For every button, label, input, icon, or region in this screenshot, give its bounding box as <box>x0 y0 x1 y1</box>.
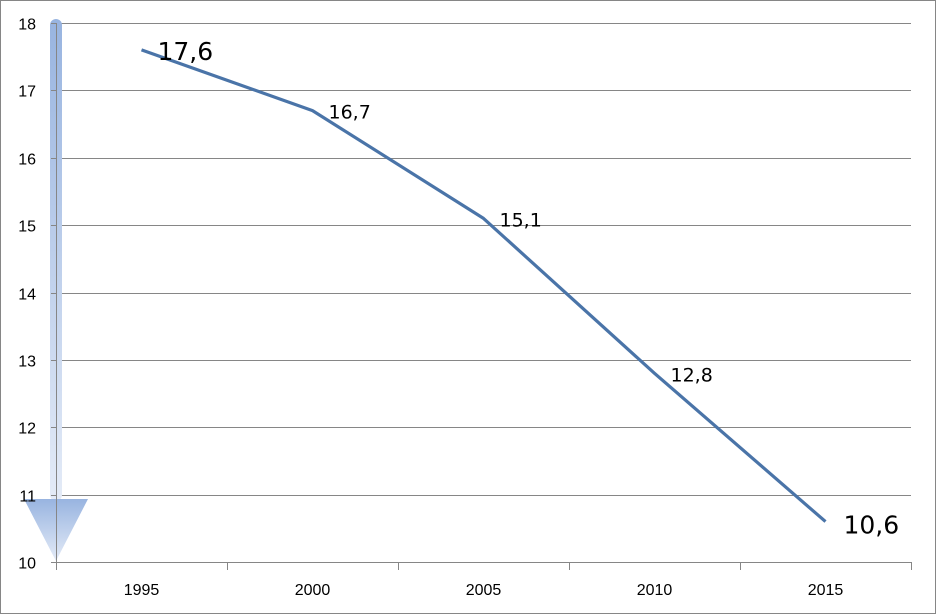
y-tick-label: 11 <box>19 489 36 506</box>
x-tick-label: 2005 <box>466 582 502 599</box>
axes: 10 11 12 13 14 15 16 17 18 1995 2000 2005 2010 2015 <box>18 17 912 599</box>
y-tick-label: 17 <box>18 84 36 101</box>
series-line <box>140 48 827 523</box>
data-label: 12,8 <box>671 364 713 386</box>
x-tick-label: 2000 <box>295 582 331 599</box>
y-tick-label: 13 <box>18 354 36 371</box>
gridlines <box>56 23 911 563</box>
y-tick-label: 16 <box>18 152 36 169</box>
y-tick-label: 18 <box>18 17 36 34</box>
data-labels: 17,6 16,7 15,1 12,8 10,6 <box>158 37 900 540</box>
data-label: 16,7 <box>329 102 371 124</box>
x-tick-label: 1995 <box>124 582 160 599</box>
series <box>140 48 827 523</box>
data-label: 17,6 <box>158 37 214 66</box>
x-tick-label: 2015 <box>808 582 844 599</box>
data-label: 10,6 <box>844 511 900 540</box>
y-tick-label: 12 <box>18 421 36 438</box>
x-tick-label: 2010 <box>637 582 673 599</box>
y-tick-label: 14 <box>18 287 36 304</box>
y-tick-label: 10 <box>18 556 36 573</box>
data-label: 15,1 <box>500 209 542 231</box>
y-tick-label: 15 <box>18 219 36 236</box>
